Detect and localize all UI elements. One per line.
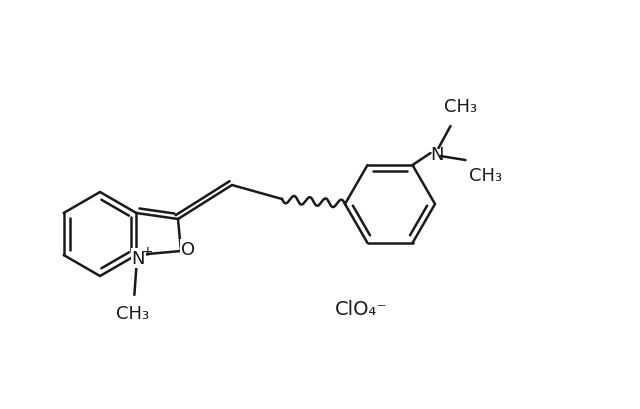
Text: +: + <box>141 245 153 258</box>
Text: CH₃: CH₃ <box>444 98 477 116</box>
Text: O: O <box>181 240 195 258</box>
Text: ClO₄⁻: ClO₄⁻ <box>335 300 387 319</box>
Text: CH₃: CH₃ <box>116 304 149 322</box>
Text: N: N <box>132 249 145 267</box>
Text: N: N <box>431 146 444 164</box>
Text: CH₃: CH₃ <box>469 166 502 184</box>
